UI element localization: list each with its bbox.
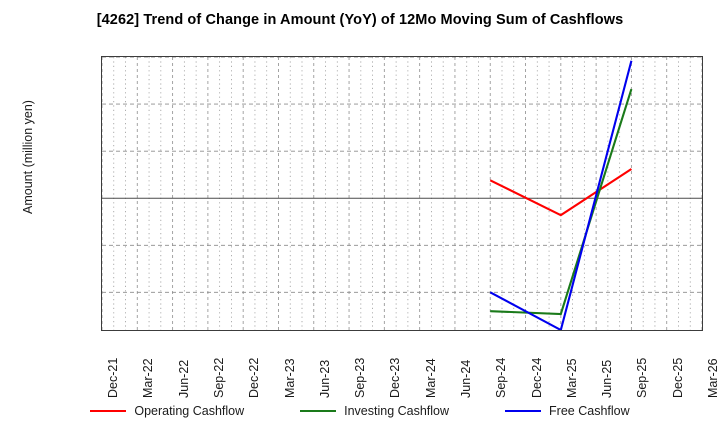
x-tick-label: Mar-26 xyxy=(706,358,720,398)
x-tick-label: Dec-23 xyxy=(388,357,403,398)
x-tick-label: Dec-25 xyxy=(670,357,685,398)
x-tick-label: Dec-24 xyxy=(529,357,544,398)
legend-color-swatch xyxy=(300,410,337,412)
legend-label: Investing Cashflow xyxy=(344,404,450,418)
x-tick-label: Mar-24 xyxy=(423,358,438,398)
legend-label: Operating Cashflow xyxy=(134,404,245,418)
x-tick-label: Jun-23 xyxy=(317,359,332,398)
legend-color-swatch xyxy=(90,410,127,412)
x-tick-label: Sep-25 xyxy=(635,357,650,398)
x-tick-label: Jun-22 xyxy=(176,359,191,398)
x-tick-label: Jun-25 xyxy=(600,359,615,398)
x-tick-label: Sep-24 xyxy=(494,357,509,398)
legend-label: Free Cashflow xyxy=(549,404,630,418)
x-tick-label: Jun-24 xyxy=(458,359,473,398)
x-tick-label: Mar-22 xyxy=(141,358,156,398)
legend-item[interactable]: Free Cashflow xyxy=(505,404,630,418)
legend-color-swatch xyxy=(505,410,542,412)
plot-area xyxy=(101,56,703,331)
grid-lines xyxy=(102,57,702,330)
chart-legend: Operating Cashflow Investing Cashflow Free… xyxy=(0,404,720,418)
x-tick-label: Mar-25 xyxy=(564,358,579,398)
x-tick-label: Dec-21 xyxy=(106,357,120,398)
legend-item[interactable]: Operating Cashflow xyxy=(90,404,244,418)
x-tick-label: Sep-23 xyxy=(353,357,368,398)
data-series-layer xyxy=(489,60,633,330)
x-tick-label: Dec-22 xyxy=(247,357,262,398)
legend-item[interactable]: Investing Cashflow xyxy=(300,404,449,418)
x-tick-label: Mar-23 xyxy=(282,358,297,398)
x-tick-label: Sep-22 xyxy=(211,357,226,398)
y-axis-title: Amount (million yen) xyxy=(21,100,35,214)
page-title: [4262] Trend of Change in Amount (YoY) o… xyxy=(96,12,624,28)
